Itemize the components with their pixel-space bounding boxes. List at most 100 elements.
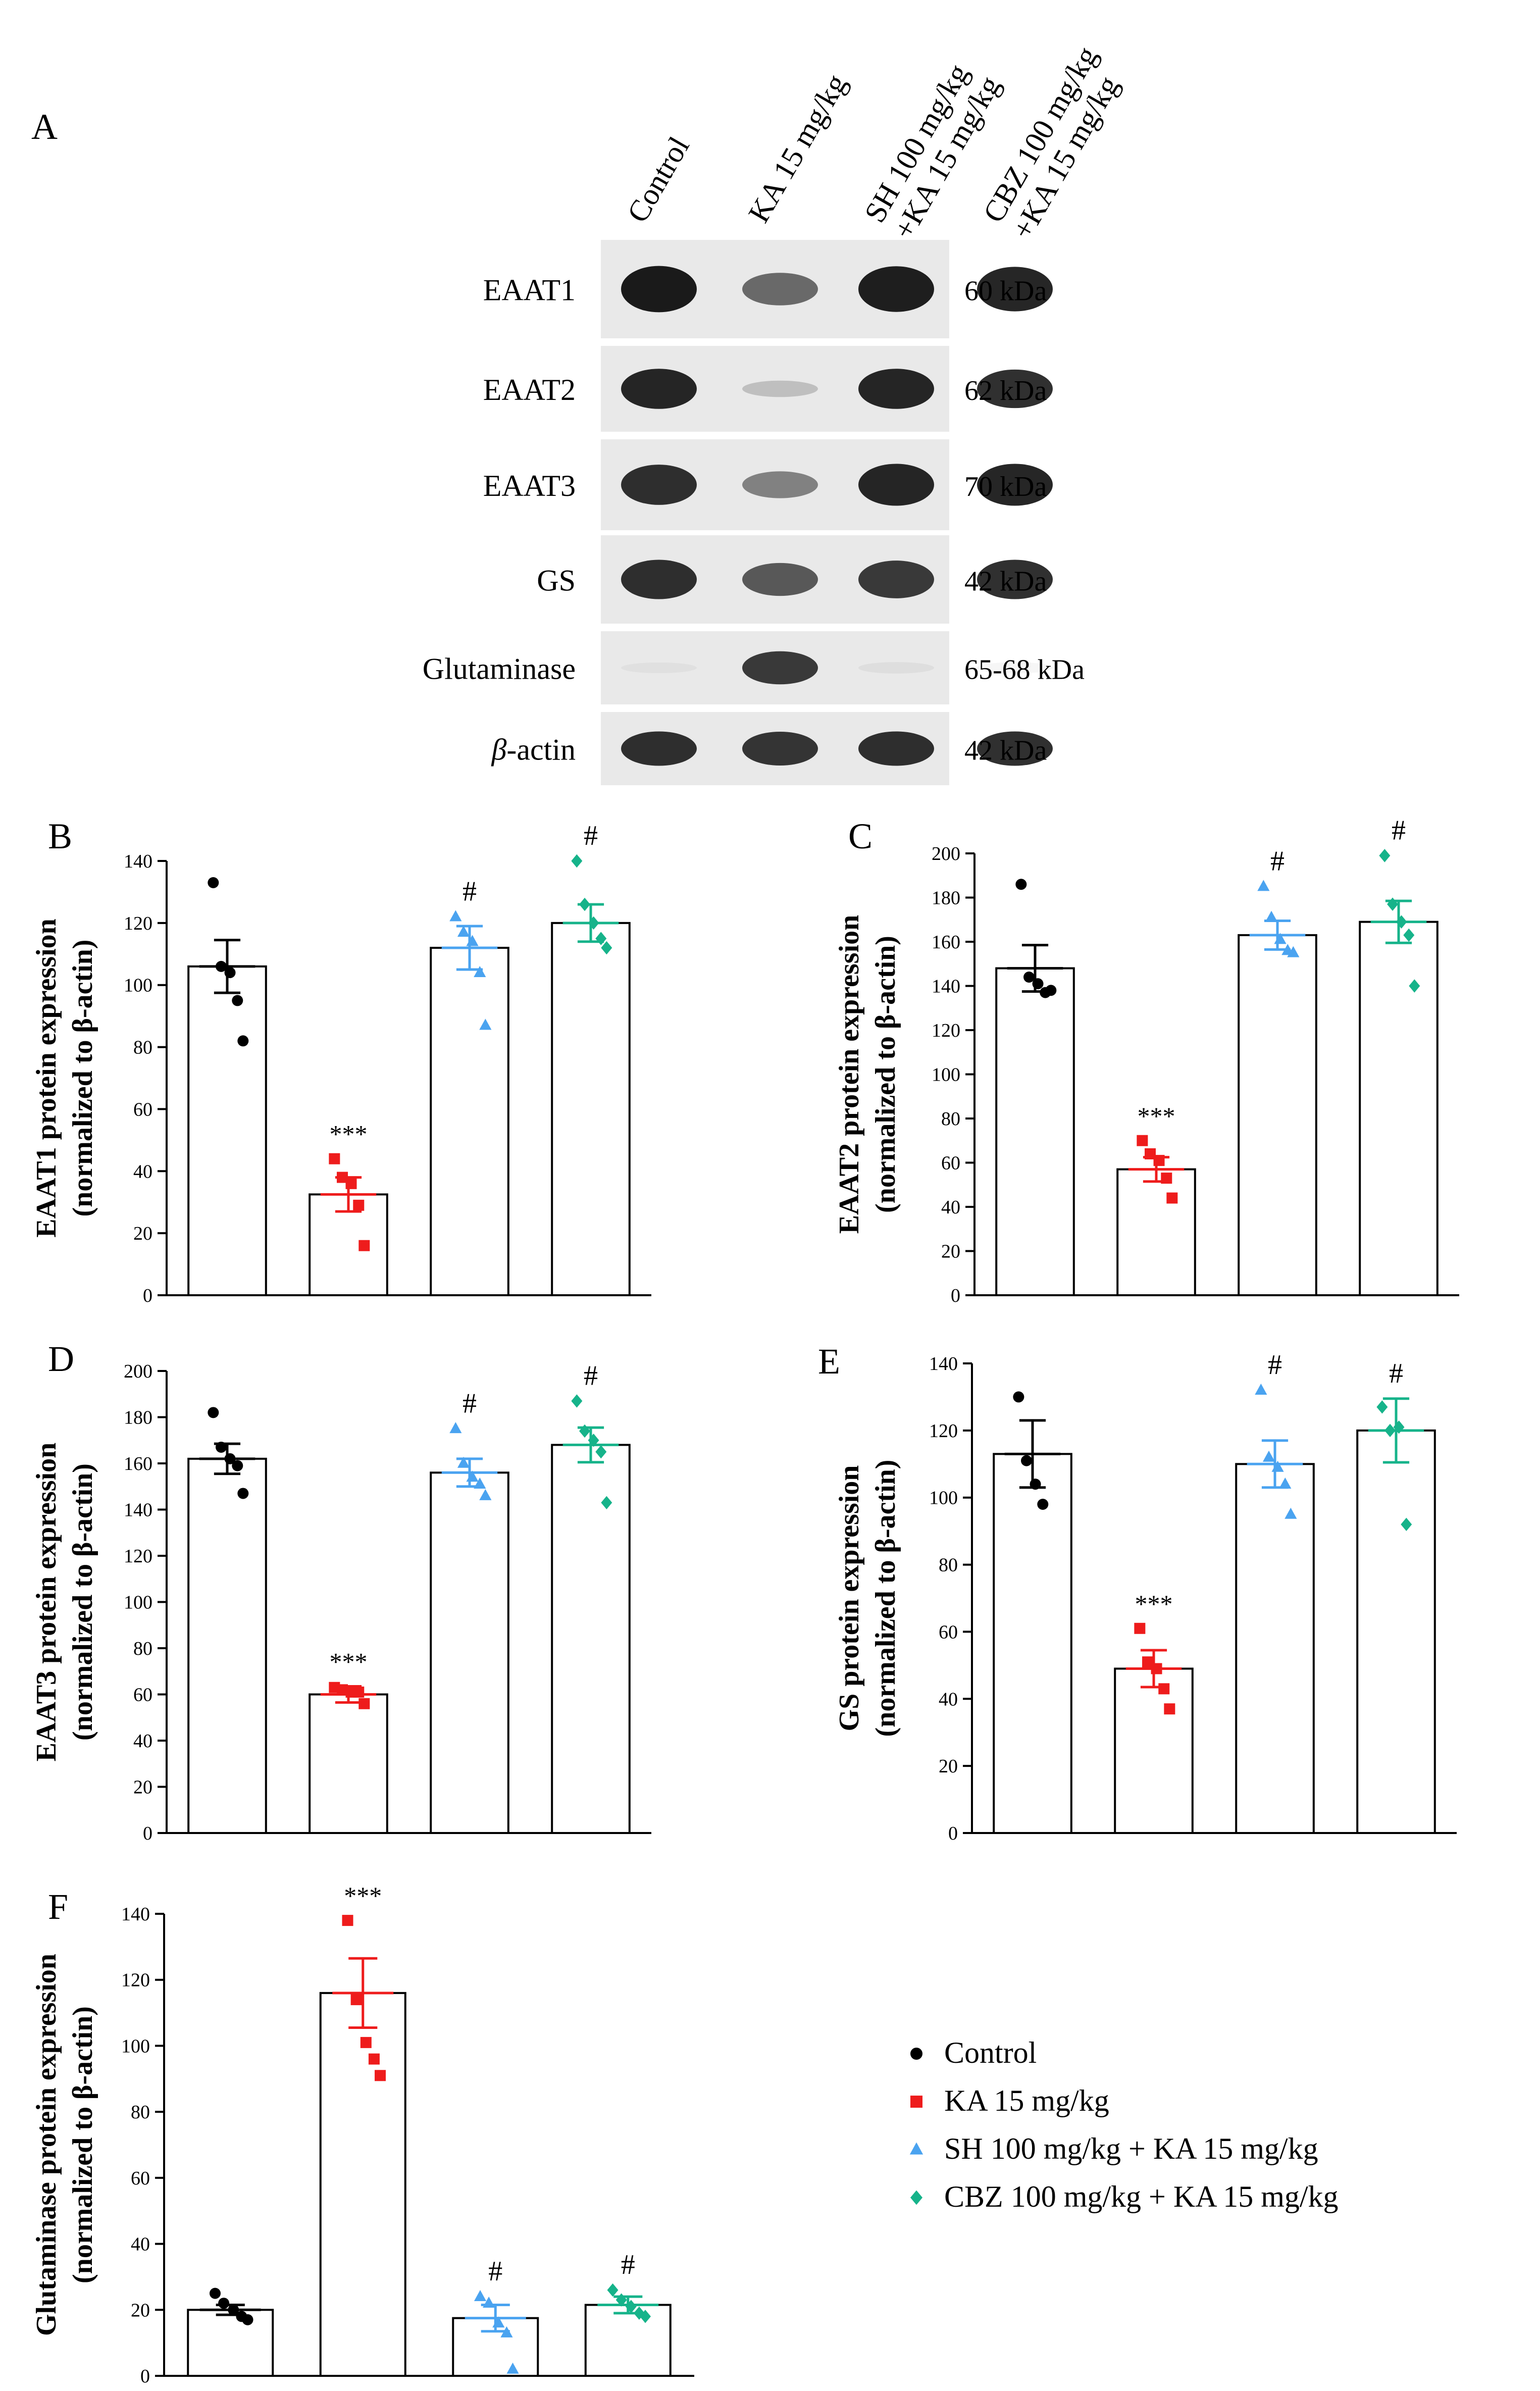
- y-tick-label: 60: [131, 2168, 150, 2189]
- bar: [430, 1471, 509, 1835]
- bar-group-1: ***: [309, 1120, 388, 1297]
- data-point: [571, 1394, 583, 1408]
- legend-item: CBZ 100 mg/kg + KA 15 mg/kg: [910, 2180, 1339, 2213]
- bar-chart-panel-d: D 0 20 40 60 80 100 120 140 160 180 200 EAAT3 protei…: [31, 1339, 651, 1844]
- y-tick-label: 60: [941, 1153, 960, 1174]
- data-point: [1409, 979, 1420, 993]
- y-tick-label: 0: [951, 1285, 960, 1306]
- data-point: [1271, 1460, 1284, 1472]
- lane-header-line: KA 15 mg/kg: [742, 69, 853, 228]
- data-point: [1262, 1450, 1275, 1462]
- bar: [1235, 1463, 1315, 1834]
- lane-header-label: Control: [621, 131, 696, 228]
- data-point: [1279, 1477, 1292, 1489]
- bar: [993, 1453, 1072, 1835]
- legend-marker-circle: [910, 2048, 922, 2060]
- legend-item: SH 100 mg/kg + KA 15 mg/kg: [909, 2132, 1318, 2165]
- significance-label: ***: [330, 1647, 368, 1675]
- y-tick-label: 0: [140, 2366, 150, 2387]
- data-point: [1387, 897, 1399, 911]
- data-point: [1158, 1683, 1170, 1695]
- blot-band: [977, 267, 1053, 312]
- data-point: [457, 926, 470, 937]
- data-point: [1285, 1507, 1297, 1519]
- panel-label: D: [48, 1339, 74, 1379]
- y-tick-label: 60: [939, 1621, 958, 1643]
- data-point: [506, 2362, 519, 2374]
- data-point: [218, 2298, 230, 2309]
- bar-group-2: #: [452, 2256, 539, 2377]
- protein-label: EAAT2: [483, 373, 576, 406]
- legend-label: CBZ 100 mg/kg + KA 15 mg/kg: [944, 2180, 1339, 2213]
- y-tick-label: 60: [133, 1099, 152, 1120]
- data-point: [353, 1686, 365, 1698]
- blot-band: [742, 651, 818, 685]
- data-point: [1401, 1517, 1412, 1532]
- protein-label: EAAT1: [483, 274, 576, 307]
- data-point: [216, 960, 227, 972]
- data-point: [1379, 849, 1391, 862]
- data-point: [588, 916, 599, 930]
- data-point: [595, 932, 607, 945]
- blot-strip-5: β-actin 42 kDa: [491, 712, 1053, 785]
- legend-marker-triangle: [909, 2142, 923, 2155]
- blot-band: [977, 559, 1053, 599]
- data-point: [1137, 1135, 1148, 1146]
- data-point: [1015, 879, 1027, 890]
- data-point: [601, 1496, 612, 1509]
- bar: [430, 947, 509, 1296]
- data-point: [625, 2300, 637, 2313]
- legend-label: SH 100 mg/kg + KA 15 mg/kg: [944, 2132, 1318, 2165]
- bar-group-1: ***: [1114, 1590, 1194, 1834]
- significance-label: #: [463, 1388, 477, 1419]
- y-tick-label: 160: [932, 932, 960, 953]
- significance-label: ***: [1135, 1590, 1173, 1618]
- significance-label: ***: [344, 1881, 382, 1910]
- data-point: [345, 1178, 357, 1189]
- data-point: [350, 1994, 362, 2005]
- data-point: [479, 1019, 492, 1030]
- lane-header-label: CBZ 100 mg/kg+KA 15 mg/kg: [977, 41, 1133, 245]
- data-point: [1013, 1391, 1024, 1403]
- y-axis-title: Glutaminase protein expression: [31, 1954, 62, 2336]
- bar-chart-panel-f: F 0 20 40 60 80 100 120 140 Glutaminase protein e…: [31, 1881, 694, 2387]
- y-tick-label: 20: [939, 1756, 958, 1777]
- y-tick-label: 20: [133, 1777, 152, 1798]
- y-tick-label: 200: [932, 843, 960, 864]
- data-point: [640, 2310, 651, 2323]
- y-tick-label: 60: [133, 1685, 152, 1706]
- data-point: [1393, 1420, 1405, 1434]
- data-point: [607, 2283, 619, 2297]
- significance-label: #: [1268, 1349, 1282, 1381]
- bar-group-0: [187, 1407, 267, 1835]
- bar: [1356, 1429, 1436, 1835]
- bar-group-0: [187, 877, 267, 1297]
- y-tick-label: 40: [133, 1161, 152, 1182]
- blot-band: [858, 464, 934, 506]
- y-tick-label: 140: [124, 1500, 152, 1521]
- y-tick-label: 100: [124, 975, 152, 996]
- y-tick-label: 0: [143, 1823, 152, 1844]
- protein-label: EAAT3: [483, 469, 576, 502]
- data-point: [601, 941, 612, 955]
- bar-group-1: ***: [319, 1881, 406, 2377]
- blot-band: [621, 369, 697, 409]
- bar: [187, 2309, 274, 2377]
- data-point: [232, 1460, 243, 1471]
- y-tick-label: 20: [133, 1223, 152, 1244]
- data-point: [474, 2290, 487, 2301]
- significance-label: #: [1270, 846, 1285, 877]
- molecular-weight-label: 65-68 kDa: [964, 654, 1085, 686]
- y-axis-subtitle: (normalized to β-actin): [67, 940, 98, 1217]
- bar: [309, 1693, 388, 1834]
- data-point: [579, 1424, 591, 1438]
- data-point: [208, 877, 219, 888]
- data-point: [242, 2314, 253, 2325]
- data-point: [1287, 946, 1300, 957]
- y-tick-label: 140: [121, 1904, 150, 1925]
- protein-label-rest: -actin: [506, 733, 576, 767]
- y-tick-label: 120: [124, 913, 152, 934]
- blot-band: [621, 662, 697, 674]
